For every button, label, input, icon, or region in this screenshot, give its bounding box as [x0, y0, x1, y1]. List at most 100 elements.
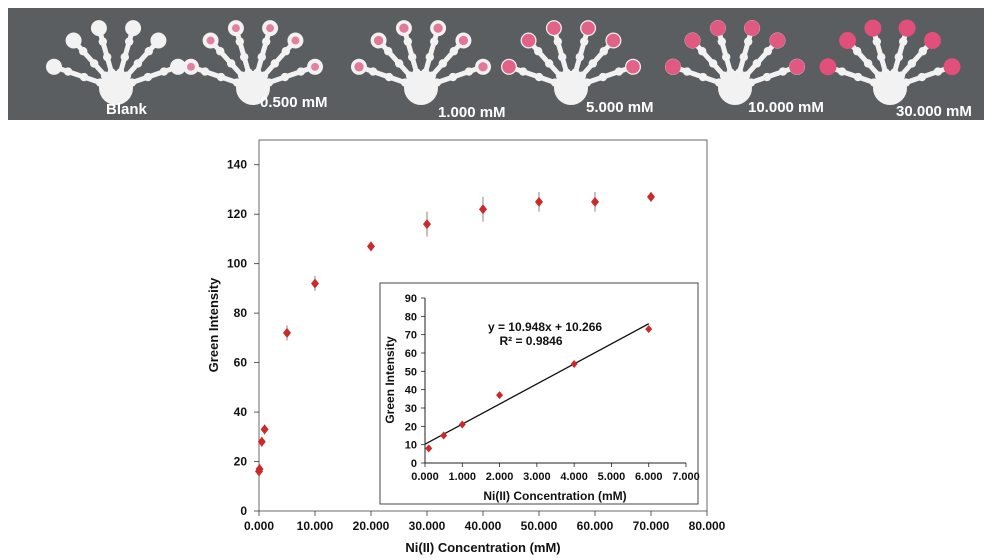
device-channel-node [432, 78, 442, 87]
device-channel-node [425, 52, 434, 62]
detection-zone-stain [606, 33, 621, 48]
detection-zone [65, 32, 82, 49]
device-channel-node [429, 37, 439, 46]
device-channel-node [421, 68, 430, 77]
detection-zone-stain [769, 32, 786, 49]
main-data-point [367, 241, 375, 252]
device-channel-node [79, 72, 89, 82]
detection-zone-stain [789, 58, 805, 75]
detection-zone-stain [626, 60, 640, 74]
device-channel-node [863, 59, 873, 68]
device-channel-node [261, 37, 271, 46]
device-channel-node [853, 72, 863, 82]
device-channel-node [575, 52, 584, 62]
main-data-point [479, 204, 487, 215]
paper-device [350, 20, 492, 105]
inset-x-axis-label: Ni(II) Concentration (mM) [483, 489, 626, 503]
main-y-axis-label: Green Intensity [206, 277, 221, 372]
main-y-tick-label: 0 [240, 504, 247, 518]
detection-zone [45, 58, 62, 75]
inset-x-tick-label: 3.000 [523, 471, 551, 483]
device-channel-node [739, 52, 748, 62]
inset-x-tick-label: 0.000 [411, 471, 439, 483]
device-channel-node [918, 47, 927, 56]
main-y-tick-label: 100 [227, 257, 247, 271]
inset-x-tick-label: 1.000 [449, 471, 477, 483]
device-channel-node [438, 59, 448, 68]
device-channel-node [79, 47, 88, 56]
device-channel-node [98, 37, 108, 46]
detection-zone-stain [373, 35, 384, 46]
device-channel-node [743, 37, 753, 46]
inset-y-tick-label: 30 [405, 403, 417, 415]
device-photo-strip: Blank 0.500 mM 1.000 mM 5.000 mM 10.000 mM 30… [8, 8, 984, 120]
inset-y-tick-label: 90 [405, 293, 417, 305]
device-channel-node [95, 78, 105, 87]
device-channel-node [405, 71, 415, 80]
detection-zone-stain [354, 62, 364, 72]
device-channel-node [555, 71, 565, 80]
inset-y-tick-label: 70 [405, 330, 417, 342]
device-channel-node [722, 52, 731, 62]
main-x-tick-label: 10.000 [297, 519, 334, 533]
main-data-point [260, 424, 269, 435]
inset-data-point [496, 391, 504, 400]
detection-zone-stain [547, 21, 561, 35]
inset-x-tick-label: 5.000 [598, 471, 626, 483]
main-y-tick-label: 80 [234, 306, 248, 320]
device-channel-node [281, 47, 290, 56]
device-channel-node [408, 52, 417, 62]
device-channel-node [901, 78, 911, 87]
device-channel-node [124, 37, 134, 46]
device-channel-node [403, 37, 413, 46]
device-channel-node [708, 59, 718, 68]
main-y-tick-label: 20 [234, 455, 248, 469]
detection-zone-stain [819, 58, 837, 76]
detection-zone-stain [839, 32, 857, 50]
device-channel-node [746, 78, 756, 87]
device-channel-node [719, 71, 729, 80]
device-channel-node [127, 78, 137, 87]
paper-device [664, 20, 806, 105]
concentration-label: Blank [106, 101, 148, 118]
device-channel-node [698, 72, 708, 82]
device-channel-node [237, 71, 247, 80]
detection-zone-stain [478, 62, 488, 72]
detection-zone-stain [231, 24, 240, 33]
inset-data-point [645, 325, 653, 334]
detection-zone-stain [187, 62, 195, 71]
device-channel-node [143, 72, 153, 82]
device-channel-node [240, 52, 249, 62]
inset-y-tick-label: 60 [405, 348, 417, 360]
inset-y-tick-label: 80 [405, 311, 417, 323]
device-channel-node [216, 72, 226, 82]
device-channel-node [544, 59, 554, 68]
detection-zone-stain [581, 21, 595, 35]
device-channel-node [270, 59, 280, 68]
main-y-tick-label: 120 [227, 207, 247, 221]
concentration-label: 30.000 mM [896, 103, 972, 120]
device-channel-node [762, 72, 772, 82]
paper-device [45, 20, 187, 105]
main-data-point [535, 196, 543, 207]
detection-zone-stain [744, 20, 760, 36]
main-x-tick-label: 50.000 [521, 519, 558, 533]
detection-zone [150, 32, 167, 49]
main-data-point [257, 436, 266, 447]
device-channel-node [226, 59, 236, 68]
device-channel-node [448, 72, 458, 82]
device-channel-node [464, 67, 474, 76]
device-channel-node [558, 52, 567, 62]
inset-y-tick-label: 40 [405, 385, 417, 397]
inset-data-point [458, 420, 466, 429]
detection-zone [90, 20, 107, 37]
device-channel-node [853, 47, 862, 56]
inset-y-tick-label: 0 [411, 458, 417, 470]
detection-zone-stain [898, 19, 916, 37]
device-channel-node [717, 37, 727, 46]
detection-zone-stain [399, 23, 409, 33]
device-channel-node [869, 78, 879, 87]
main-x-tick-label: 20.000 [353, 519, 390, 533]
device-channel-node [257, 52, 266, 62]
